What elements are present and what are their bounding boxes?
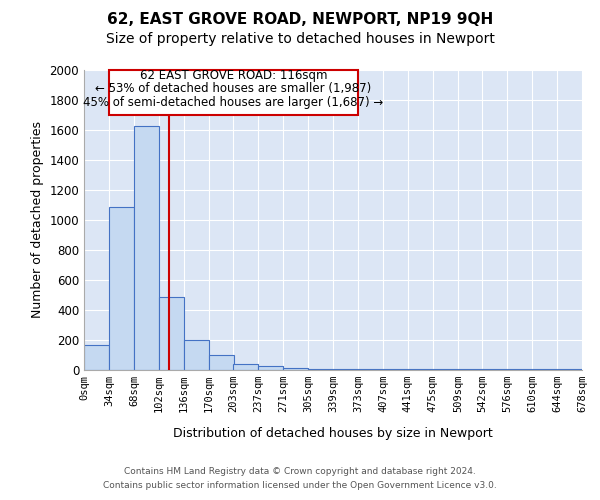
Bar bbox=[233, 364, 258, 370]
Bar bbox=[283, 368, 308, 370]
Bar bbox=[482, 369, 507, 370]
Bar bbox=[458, 369, 483, 370]
Bar bbox=[532, 369, 557, 370]
Y-axis label: Number of detached properties: Number of detached properties bbox=[31, 122, 44, 318]
Bar bbox=[358, 368, 383, 370]
Bar bbox=[209, 355, 234, 370]
Bar bbox=[333, 368, 358, 370]
Bar bbox=[408, 369, 433, 370]
Bar bbox=[433, 369, 458, 370]
Text: Contains public sector information licensed under the Open Government Licence v3: Contains public sector information licen… bbox=[103, 481, 497, 490]
Text: Contains HM Land Registry data © Crown copyright and database right 2024.: Contains HM Land Registry data © Crown c… bbox=[124, 468, 476, 476]
Text: 62, EAST GROVE ROAD, NEWPORT, NP19 9QH: 62, EAST GROVE ROAD, NEWPORT, NP19 9QH bbox=[107, 12, 493, 28]
Text: 62 EAST GROVE ROAD: 116sqm: 62 EAST GROVE ROAD: 116sqm bbox=[140, 69, 327, 82]
Bar bbox=[134, 126, 159, 370]
Text: ← 53% of detached houses are smaller (1,987): ← 53% of detached houses are smaller (1,… bbox=[95, 82, 371, 96]
Text: Size of property relative to detached houses in Newport: Size of property relative to detached ho… bbox=[106, 32, 494, 46]
FancyBboxPatch shape bbox=[109, 70, 358, 115]
Bar bbox=[184, 340, 209, 370]
Bar bbox=[258, 366, 283, 370]
Bar bbox=[507, 369, 532, 370]
Bar bbox=[109, 206, 134, 370]
Bar bbox=[84, 345, 109, 370]
Bar bbox=[383, 369, 408, 370]
Bar bbox=[159, 297, 184, 370]
Text: 45% of semi-detached houses are larger (1,687) →: 45% of semi-detached houses are larger (… bbox=[83, 96, 383, 109]
Bar bbox=[557, 369, 582, 370]
Text: Distribution of detached houses by size in Newport: Distribution of detached houses by size … bbox=[173, 428, 493, 440]
Bar bbox=[308, 368, 333, 370]
